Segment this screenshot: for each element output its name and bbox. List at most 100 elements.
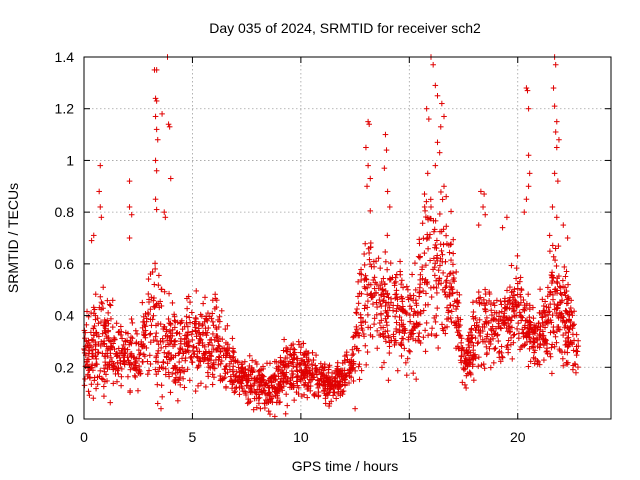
data-point bbox=[554, 279, 560, 285]
data-point bbox=[327, 376, 334, 383]
data-point bbox=[471, 377, 477, 384]
data-point bbox=[227, 373, 234, 380]
data-point bbox=[358, 367, 365, 374]
data-point bbox=[483, 320, 490, 326]
data-point bbox=[166, 290, 172, 297]
data-point bbox=[526, 345, 533, 352]
data-point bbox=[97, 293, 104, 300]
data-point bbox=[163, 328, 170, 335]
data-point bbox=[509, 356, 516, 362]
y-tick-label: 1 bbox=[66, 152, 74, 168]
data-point bbox=[458, 353, 465, 359]
data-point bbox=[309, 361, 315, 367]
data-point bbox=[443, 277, 450, 284]
data-point bbox=[573, 369, 579, 376]
data-point bbox=[542, 298, 548, 305]
data-point bbox=[253, 395, 260, 402]
data-point bbox=[109, 297, 116, 304]
data-point bbox=[118, 323, 124, 330]
data-point bbox=[202, 329, 209, 336]
data-point bbox=[537, 341, 544, 347]
data-point bbox=[100, 284, 107, 291]
data-point bbox=[88, 344, 94, 350]
data-point bbox=[427, 196, 434, 203]
data-point bbox=[570, 366, 576, 373]
data-point bbox=[152, 266, 158, 272]
data-point bbox=[567, 339, 574, 346]
data-point bbox=[93, 330, 99, 337]
data-point bbox=[422, 348, 429, 355]
data-point bbox=[159, 394, 165, 400]
data-point bbox=[560, 319, 566, 325]
data-point bbox=[128, 316, 135, 322]
data-point bbox=[406, 347, 412, 354]
data-point bbox=[383, 319, 390, 325]
data-point bbox=[386, 334, 392, 341]
data-point bbox=[301, 381, 308, 388]
data-point bbox=[482, 286, 488, 293]
data-point bbox=[318, 378, 325, 384]
data-point bbox=[224, 341, 231, 348]
data-point bbox=[397, 271, 404, 278]
data-point bbox=[530, 304, 536, 311]
data-point bbox=[417, 277, 423, 283]
data-point bbox=[445, 316, 452, 322]
data-point bbox=[147, 330, 154, 337]
data-point bbox=[232, 357, 239, 364]
data-point bbox=[257, 405, 264, 412]
data-point bbox=[510, 294, 516, 301]
data-point bbox=[209, 342, 215, 349]
data-point bbox=[236, 385, 243, 391]
data-point bbox=[94, 381, 101, 388]
data-point bbox=[92, 291, 99, 297]
data-point bbox=[188, 331, 195, 337]
data-point bbox=[89, 336, 95, 343]
data-point bbox=[447, 270, 454, 276]
data-point bbox=[278, 370, 284, 377]
data-point bbox=[476, 354, 482, 360]
data-point bbox=[135, 387, 141, 394]
data-point bbox=[482, 308, 489, 315]
data-point bbox=[455, 322, 462, 328]
data-point bbox=[556, 283, 563, 290]
data-point bbox=[405, 286, 411, 293]
data-point bbox=[118, 373, 125, 380]
y-tick-label: 0.8 bbox=[55, 204, 75, 220]
data-point bbox=[182, 332, 188, 339]
data-point bbox=[371, 274, 378, 281]
data-point bbox=[560, 314, 567, 321]
data-point bbox=[152, 333, 159, 340]
data-point bbox=[158, 345, 164, 351]
data-point bbox=[462, 382, 468, 388]
data-point bbox=[423, 262, 429, 269]
data-point bbox=[439, 321, 445, 328]
data-point bbox=[416, 290, 423, 296]
data-point bbox=[394, 367, 401, 374]
data-point bbox=[193, 316, 199, 322]
data-point bbox=[267, 396, 273, 403]
data-point bbox=[549, 370, 555, 377]
data-point bbox=[369, 333, 376, 340]
data-point bbox=[200, 358, 207, 364]
data-point bbox=[520, 306, 526, 313]
data-point bbox=[176, 366, 183, 373]
data-point bbox=[570, 347, 577, 354]
data-point bbox=[497, 324, 504, 331]
data-point bbox=[398, 317, 405, 323]
data-point bbox=[167, 389, 174, 396]
data-point bbox=[488, 307, 494, 314]
data-point bbox=[283, 379, 290, 386]
data-point bbox=[349, 346, 356, 353]
data-point bbox=[408, 306, 415, 312]
data-point bbox=[155, 359, 161, 365]
data-point bbox=[211, 337, 218, 343]
data-point bbox=[217, 318, 223, 325]
data-point bbox=[361, 262, 368, 268]
data-point bbox=[416, 254, 423, 261]
data-point bbox=[564, 296, 570, 303]
data-point bbox=[170, 343, 176, 350]
data-point bbox=[256, 367, 263, 374]
data-point bbox=[90, 347, 96, 353]
data-point bbox=[294, 368, 301, 375]
data-point bbox=[93, 361, 99, 367]
